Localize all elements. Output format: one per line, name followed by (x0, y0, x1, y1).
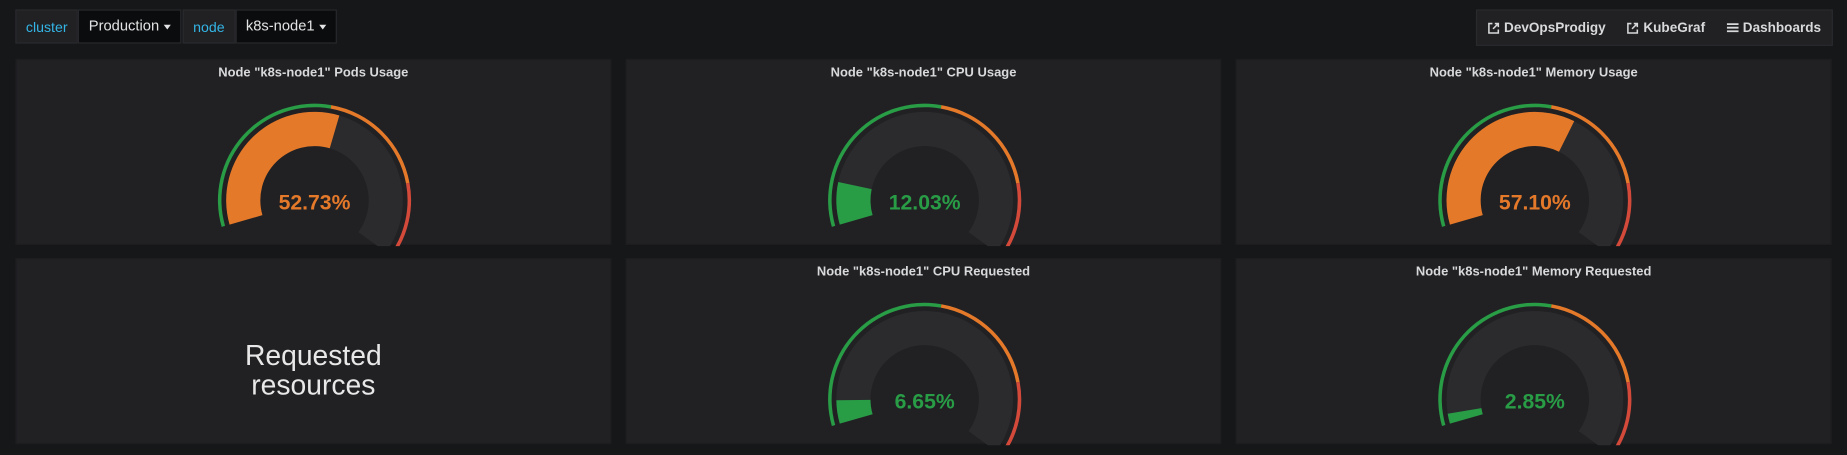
threshold-band (1438, 103, 1552, 227)
panel: Node "k8s-node1" Memory Usage 57.10% (1235, 58, 1832, 247)
variable-value: k8s-node1 (245, 17, 315, 35)
threshold-band (395, 182, 412, 247)
gauge: 2.85% (1438, 302, 1632, 446)
text-line: Requested (244, 340, 382, 373)
dashboard-links: DevOpsProdigy KubeGraf Dashboards (1475, 9, 1833, 46)
gauge: 52.73% (217, 103, 412, 247)
panel-title: Node "k8s-node1" CPU Usage (830, 65, 1017, 81)
threshold-band (1005, 381, 1022, 446)
panel: Node "k8s-node1" Pods Usage 52.73% (15, 58, 612, 247)
gauge-value-label: 12.03% (889, 191, 961, 214)
link[interactable]: KubeGraf (1616, 11, 1715, 45)
variable-value: Production (88, 17, 160, 35)
gauge-value-arc (836, 182, 873, 225)
panel: Requested resources (15, 257, 612, 445)
link-text: KubeGraf (1643, 20, 1706, 35)
panel-title: Node "k8s-node1" Memory Usage (1429, 65, 1638, 81)
variable-dropdown[interactable]: Production (78, 9, 182, 44)
panel-title: Node "k8s-node1" Memory Requested (1415, 265, 1652, 280)
gauge: 6.65% (828, 302, 1022, 446)
panel-title: Node "k8s-node1" Pods Usage (218, 65, 409, 81)
gauge-value-label: 57.10% (1499, 191, 1571, 214)
gauge-value-arc (1447, 408, 1483, 424)
panel: Node "k8s-node1" CPU Requested 6.65% (625, 257, 1222, 446)
external-icon (1487, 22, 1499, 34)
gauge-track (1446, 310, 1624, 446)
panel: Node "k8s-node1" CPU Usage 12.03% (625, 58, 1222, 247)
gauge: 12.03% (828, 103, 1022, 247)
menu-icon (1726, 23, 1739, 33)
variable-dropdown[interactable]: k8s-node1 (235, 9, 337, 44)
threshold-band (1005, 182, 1022, 247)
gauge-value-arc (836, 399, 873, 424)
threshold-band (828, 103, 942, 227)
text-panel-content: Requested resources (16, 342, 610, 401)
gauge-value-label: 52.73% (279, 191, 351, 214)
gauge-track (836, 111, 1014, 247)
variable-cluster: cluster Production (15, 9, 182, 44)
gauge-track (836, 310, 1014, 446)
link-text: Dashboards (1742, 20, 1822, 35)
link[interactable]: DevOpsProdigy (1477, 11, 1616, 45)
link[interactable]: Dashboards (1716, 11, 1832, 45)
caret (319, 24, 327, 29)
text-line: resources (251, 369, 376, 402)
gauge: 57.10% (1438, 103, 1632, 247)
threshold-band (828, 302, 942, 426)
caret (163, 24, 171, 29)
variable-label: cluster (15, 9, 79, 44)
panel: Node "k8s-node1" Memory Requested 2.85% (1235, 257, 1832, 446)
gauge-value-arc (226, 111, 340, 225)
variable-node: node k8s-node1 (182, 9, 337, 44)
link-text: DevOpsProdigy (1504, 20, 1606, 35)
variable-label: node (182, 9, 236, 44)
threshold-band (1615, 182, 1632, 247)
threshold-band (1615, 381, 1632, 446)
gauge-value-label: 2.85% (1505, 390, 1565, 413)
threshold-band (217, 103, 332, 227)
external-icon (1627, 22, 1639, 34)
threshold-band (1438, 302, 1552, 426)
panel-title: Node "k8s-node1" CPU Requested (816, 265, 1031, 280)
gauge-value-label: 6.65% (895, 390, 955, 413)
gauge-value-arc (1446, 111, 1575, 225)
